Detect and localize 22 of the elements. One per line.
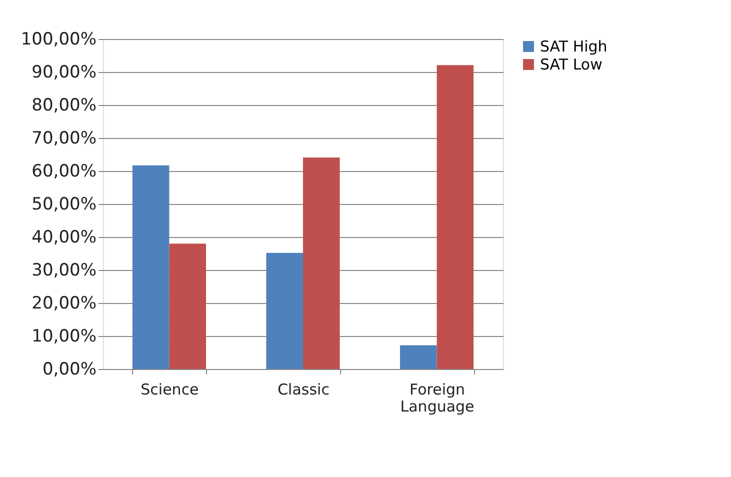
y-tick-label: 0,00% — [42, 360, 96, 380]
bar — [436, 65, 474, 369]
y-tick-label: 60,00% — [32, 162, 96, 182]
y-tick-label: 50,00% — [32, 194, 96, 214]
y-tick-label: 70,00% — [32, 128, 96, 148]
bar — [266, 252, 303, 369]
legend-label: SAT High — [540, 38, 608, 56]
y-tick-label: 10,00% — [32, 326, 96, 346]
x-tick-label: Foreign Language — [400, 380, 474, 416]
y-tick-label: 20,00% — [32, 294, 96, 314]
legend-label: SAT Low — [540, 56, 602, 74]
x-tick-label: Science — [140, 380, 199, 398]
y-tick-label: 30,00% — [32, 260, 96, 280]
bar — [400, 345, 437, 369]
bar — [169, 244, 206, 369]
y-tick-label: 100,00% — [20, 30, 96, 50]
y-tick-label: 90,00% — [32, 62, 96, 82]
bar — [132, 165, 170, 369]
bar — [303, 157, 340, 369]
x-tick-label: Classic — [278, 380, 330, 398]
y-tick-label: 80,00% — [32, 96, 96, 116]
y-tick-label: 40,00% — [32, 228, 96, 248]
